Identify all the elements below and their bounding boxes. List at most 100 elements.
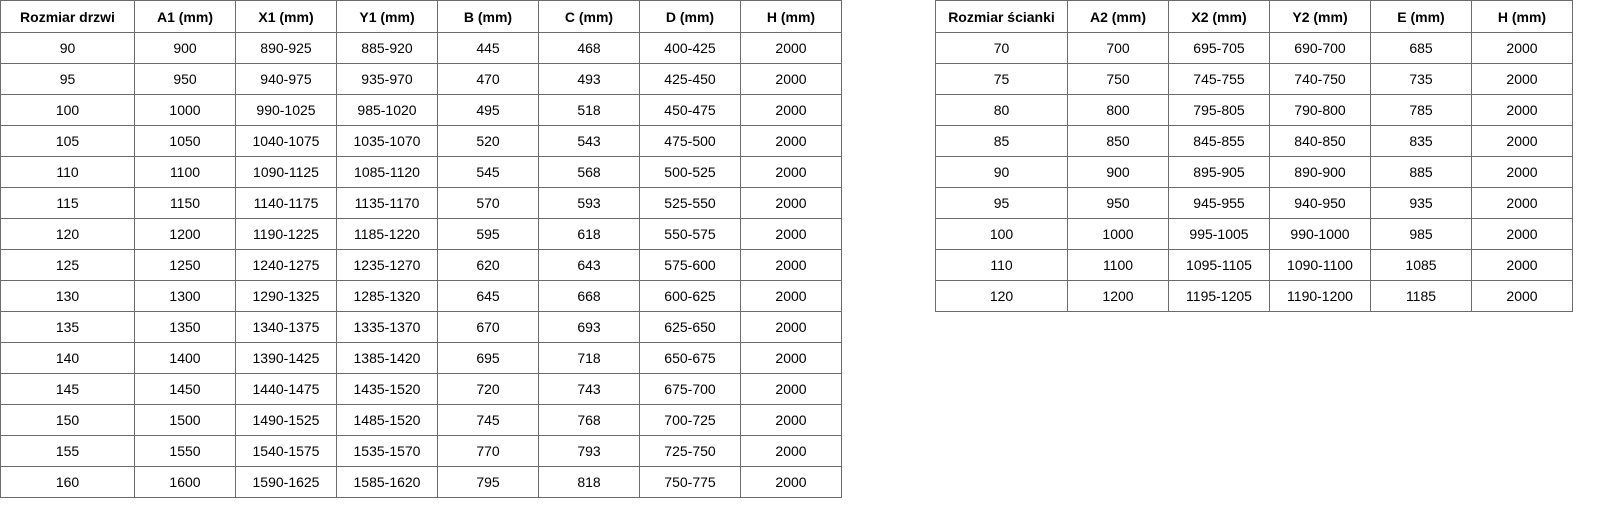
wall-dimensions-table: Rozmiar ścianki A2 (mm) X2 (mm) Y2 (mm) E (m…: [935, 0, 1573, 312]
table-cell: 1290-1325: [235, 280, 337, 312]
table-row: 75 750 745-755 740-750 735 2000: [935, 63, 1573, 95]
table-cell: 470: [437, 63, 539, 95]
table-cell: 2000: [1471, 63, 1573, 95]
table-cell: 645: [437, 280, 539, 312]
table-cell: 525-550: [639, 187, 741, 219]
table-cell: 100: [0, 94, 135, 126]
table-cell: 1185-1220: [336, 218, 438, 250]
table-cell: 1550: [134, 435, 236, 467]
table-row: 85 850 845-855 840-850 835 2000: [935, 125, 1573, 157]
column-header: H (mm): [1471, 0, 1573, 33]
table-cell: 1150: [134, 187, 236, 219]
table-cell: 2000: [1471, 94, 1573, 126]
table-cell: 770: [437, 435, 539, 467]
table-cell: 1540-1575: [235, 435, 337, 467]
table-cell: 2000: [740, 435, 842, 467]
column-header: A2 (mm): [1067, 0, 1169, 33]
column-header: B (mm): [437, 0, 539, 33]
table-cell: 1440-1475: [235, 373, 337, 405]
table-cell: 900: [1067, 156, 1169, 188]
table-cell: 543: [538, 125, 640, 157]
table-cell: 475-500: [639, 125, 741, 157]
table-cell: 1185: [1370, 280, 1472, 312]
table-row: 95 950 945-955 940-950 935 2000: [935, 187, 1573, 219]
table-cell: 1300: [134, 280, 236, 312]
table-cell: 140: [0, 342, 135, 374]
table-row: 115 1150 1140-1175 1135-1170 570 593 525-550 20…: [0, 187, 842, 219]
table-row: 120 1200 1195-1205 1190-1200 1185 2000: [935, 280, 1573, 312]
table-cell: 1250: [134, 249, 236, 281]
table-cell: 2000: [740, 63, 842, 95]
table-cell: 1500: [134, 404, 236, 436]
table-cell: 890-925: [235, 32, 337, 64]
table-row: 100 1000 995-1005 990-1000 985 2000: [935, 218, 1573, 250]
table-cell: 1385-1420: [336, 342, 438, 374]
table-row: 110 1100 1090-1125 1085-1120 545 568 500-525 20…: [0, 156, 842, 188]
table-cell: 890-900: [1269, 156, 1371, 188]
table-row: 160 1600 1590-1625 1585-1620 795 818 750-775 20…: [0, 466, 842, 498]
table-cell: 425-450: [639, 63, 741, 95]
table-cell: 995-1005: [1168, 218, 1270, 250]
table-row: 145 1450 1440-1475 1435-1520 720 743 675-700 20…: [0, 373, 842, 405]
table-row: 70 700 695-705 690-700 685 2000: [935, 32, 1573, 64]
table-row: 150 1500 1490-1525 1485-1520 745 768 700-725 20…: [0, 404, 842, 436]
table-cell: 1390-1425: [235, 342, 337, 374]
table-cell: 105: [0, 125, 135, 157]
table-cell: 1490-1525: [235, 404, 337, 436]
table-cell: 2000: [740, 156, 842, 188]
table-cell: 675-700: [639, 373, 741, 405]
table-cell: 725-750: [639, 435, 741, 467]
table-row: 155 1550 1540-1575 1535-1570 770 793 725-750 20…: [0, 435, 842, 467]
table-cell: 600-625: [639, 280, 741, 312]
table-cell: 400-425: [639, 32, 741, 64]
table-row: 90 900 895-905 890-900 885 2000: [935, 156, 1573, 188]
table-cell: 70: [935, 32, 1068, 64]
table-cell: 493: [538, 63, 640, 95]
table-cell: 790-800: [1269, 94, 1371, 126]
table-cell: 595: [437, 218, 539, 250]
table-cell: 795: [437, 466, 539, 498]
table-cell: 1240-1275: [235, 249, 337, 281]
table-cell: 2000: [740, 187, 842, 219]
table-cell: 1200: [1067, 280, 1169, 312]
table-cell: 1100: [134, 156, 236, 188]
table-cell: 935-970: [336, 63, 438, 95]
table-row: 140 1400 1390-1425 1385-1420 695 718 650-675 20…: [0, 342, 842, 374]
table-cell: 1095-1105: [1168, 249, 1270, 281]
table-cell: 570: [437, 187, 539, 219]
table-cell: 95: [0, 63, 135, 95]
table-cell: 1135-1170: [336, 187, 438, 219]
table-cell: 1085-1120: [336, 156, 438, 188]
column-header: E (mm): [1370, 0, 1472, 33]
column-header: X2 (mm): [1168, 0, 1270, 33]
table-cell: 450-475: [639, 94, 741, 126]
table-cell: 1085: [1370, 249, 1472, 281]
table-cell: 990-1000: [1269, 218, 1371, 250]
table-cell: 740-750: [1269, 63, 1371, 95]
table-cell: 1000: [134, 94, 236, 126]
table-cell: 620: [437, 249, 539, 281]
table-cell: 670: [437, 311, 539, 343]
table-cell: 795-805: [1168, 94, 1270, 126]
table-cell: 768: [538, 404, 640, 436]
table-cell: 100: [935, 218, 1068, 250]
table-cell: 2000: [740, 94, 842, 126]
table-cell: 718: [538, 342, 640, 374]
column-header: Rozmiar ścianki: [935, 0, 1068, 33]
table-cell: 1200: [134, 218, 236, 250]
table-cell: 750: [1067, 63, 1169, 95]
table-cell: 840-850: [1269, 125, 1371, 157]
table-cell: 800: [1067, 94, 1169, 126]
table-row: 120 1200 1190-1225 1185-1220 595 618 550-575 20…: [0, 218, 842, 250]
table-cell: 1090-1125: [235, 156, 337, 188]
table-cell: 2000: [1471, 125, 1573, 157]
table-cell: 1190-1225: [235, 218, 337, 250]
table-cell: 735: [1370, 63, 1472, 95]
table-row: 110 1100 1095-1105 1090-1100 1085 2000: [935, 249, 1573, 281]
table-cell: 2000: [1471, 32, 1573, 64]
table-row: 95 950 940-975 935-970 470 493 425-450 2000: [0, 63, 842, 95]
table-cell: 940-950: [1269, 187, 1371, 219]
table-cell: 2000: [1471, 280, 1573, 312]
table-cell: 1285-1320: [336, 280, 438, 312]
table-cell: 150: [0, 404, 135, 436]
